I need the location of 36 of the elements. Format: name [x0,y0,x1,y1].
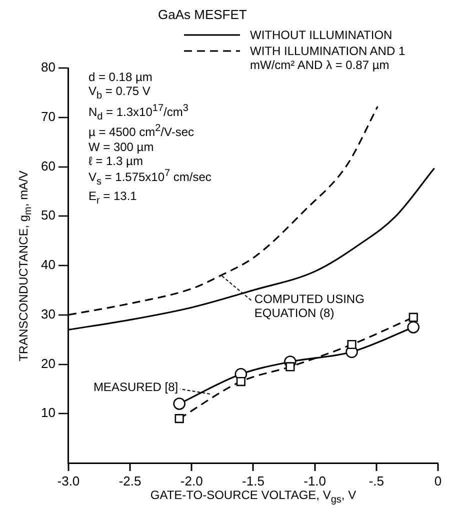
annotation: MEASURED [8] [93,380,178,395]
annotation: COMPUTED USING EQUATION (8) [254,292,366,320]
x-tick-label: -1.0 [304,473,326,488]
annotation: N$_{d}$ = 1.3x10$^{17}$/cm$^{3}$ [88,102,190,124]
y-tick-label: 50 [40,208,56,223]
point [407,321,420,334]
x-tick-label: -1.5 [242,473,264,488]
x-axis-title: GATE-TO-SOURCE VOLTAGE, V$_{gs}$, V [150,488,356,506]
x-tick-label: -.5 [368,473,384,488]
y-tick-label: 70 [40,108,56,124]
point [236,376,246,386]
y-tick-label: 80 [40,60,56,75]
y-tick-label: 40 [40,257,56,272]
annotation: V$_{s}$ = 1.575x10$^{7}$ cm/sec [88,168,212,189]
annotation: W = 300 µm [88,140,155,154]
point [347,340,356,350]
annotation: d = 0.18 µm [88,70,154,84]
x-tick-label: 0 [434,473,442,488]
point [174,414,184,424]
annotation: ℓ = 1.3 µm [88,154,144,168]
y-tick-label: 60 [40,158,56,174]
y-tick-label: 10 [40,405,56,420]
x-tick-label: -3.0 [57,473,80,488]
point [173,398,186,410]
point [408,312,418,322]
y-tick-label: 30 [40,306,56,322]
x-tick-label: -2.5 [118,473,142,488]
chart-title: GaAs MESFET [158,7,247,23]
annotation: V$_{b}$ = 0.75 V [88,84,152,103]
point [286,362,295,372]
y-tick-label: 20 [40,356,56,371]
annotation: E$_{r}$ = 13.1 [88,188,138,208]
annotation: µ = 4500 cm$^{2}$/V-sec [88,123,195,140]
legend-label: WITH ILLUMINATION AND 1 mW/cm² AND λ = 0.87 µm [250,44,406,72]
legend-label: WITHOUT ILLUMINATION [250,28,394,43]
x-tick-label: -2.0 [180,473,203,488]
